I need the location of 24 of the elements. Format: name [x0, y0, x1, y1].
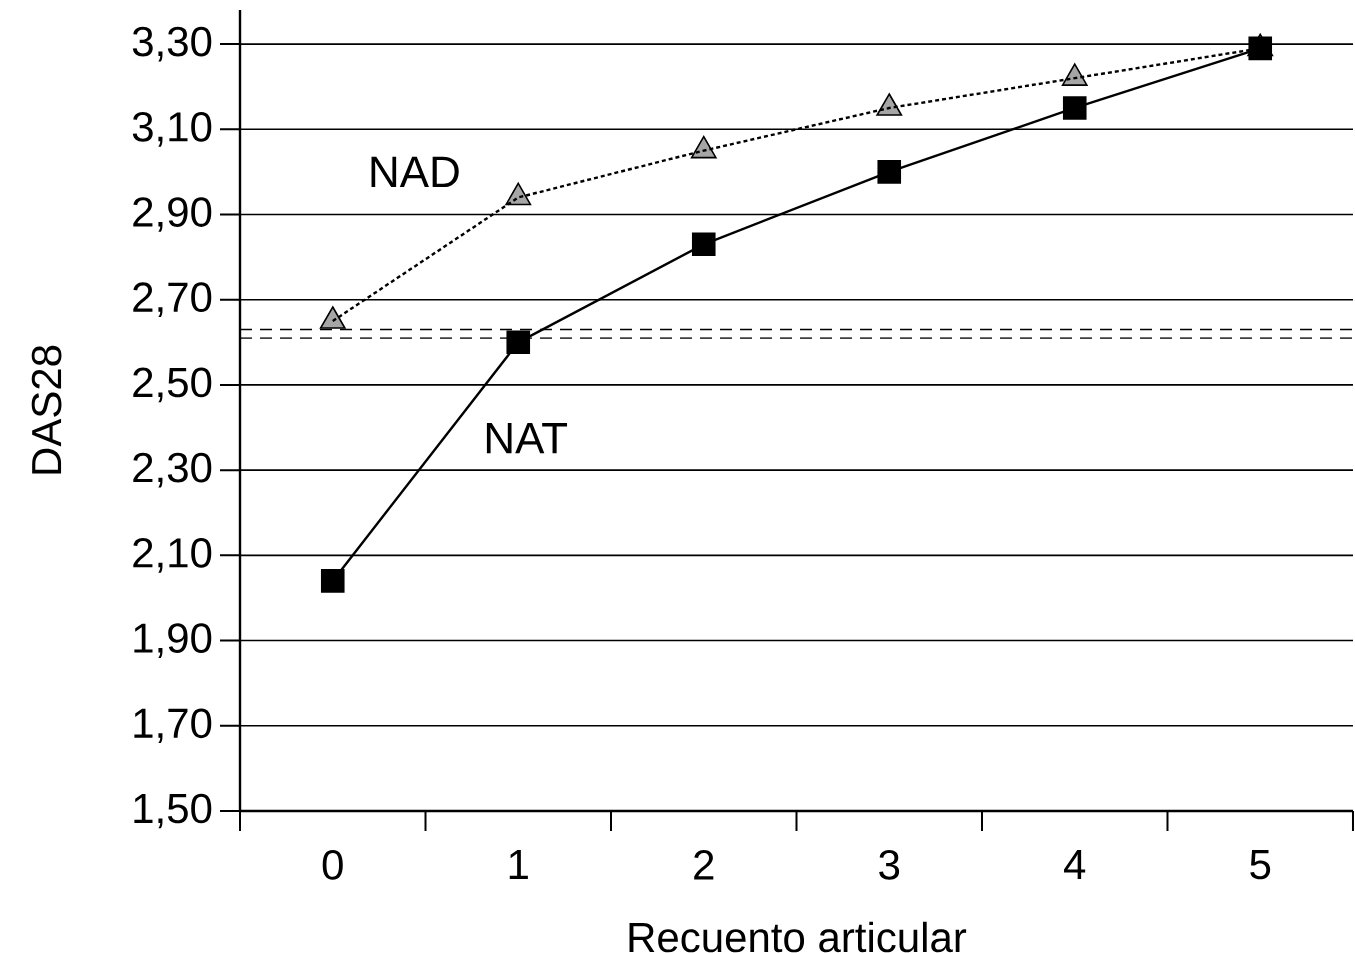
y-tick-label: 1,90 [134, 623, 212, 658]
y-tick-label: 1,70 [134, 708, 212, 744]
y-axis-title: DAS28 [31, 345, 62, 474]
series-label: NAT [486, 423, 568, 454]
y-tick-label: 2,90 [133, 197, 212, 232]
x-axis-title: Recuento articular [629, 921, 967, 953]
x-tick-label: 5 [1250, 850, 1271, 880]
y-tick-label: 2,10 [133, 538, 212, 573]
point [320, 569, 345, 593]
x-tick-label: 1 [509, 850, 528, 879]
y-tick-label: 2,30 [133, 452, 212, 488]
y-tick-label: 3,30 [132, 26, 212, 62]
x-tick-label: 2 [694, 850, 714, 880]
point [1061, 63, 1088, 86]
y-tick-label: 2,50 [133, 367, 212, 403]
x-tick-label: 4 [1064, 850, 1086, 879]
x-tick-label: 3 [879, 850, 900, 880]
series-label: NAD [371, 156, 459, 188]
point [876, 93, 903, 116]
point [319, 306, 346, 329]
y-tick-label: 1,50 [134, 793, 212, 829]
y-tick-label: 2,70 [133, 282, 212, 318]
y-tick-label: 3,10 [132, 111, 212, 147]
x-tick-label: 0 [322, 850, 343, 880]
